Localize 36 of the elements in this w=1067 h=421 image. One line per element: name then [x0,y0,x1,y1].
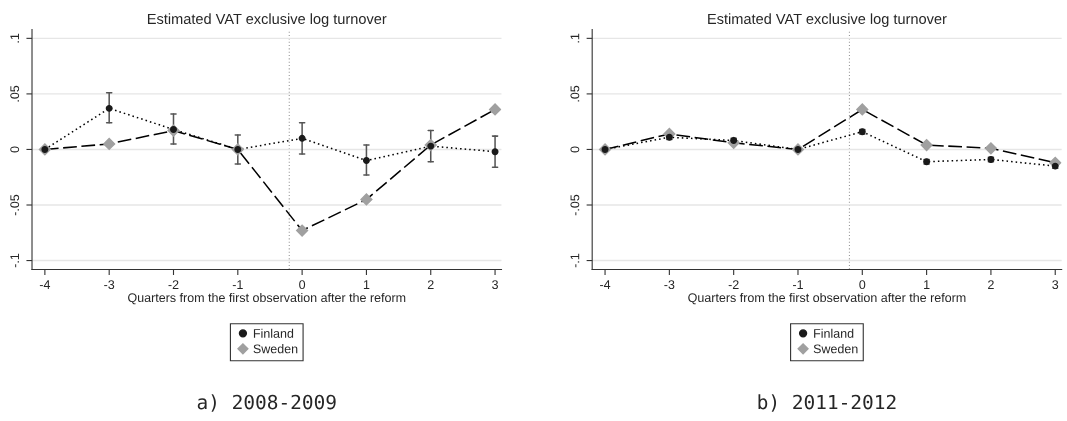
x-tick-label: -3 [104,280,115,290]
x-tick-label: 0 [859,280,866,290]
x-axis-title: Quarters from the first observation after the reform [128,292,406,305]
x-tick-label: -1 [792,280,803,289]
x-tick-label: 1 [363,280,370,289]
x-tick-label: 2 [988,280,994,289]
chart-title: Estimated VAT exclusive log turnover [147,13,387,27]
x-tick-label: 1 [924,280,930,289]
y-tick-label: -.1 [570,253,580,268]
y-tick-label: 0 [10,146,20,153]
x-tick-label: -2 [728,280,739,289]
x-tick-label: -4 [39,280,51,289]
y-tick-label: .05 [10,85,20,102]
x-tick-label: 0 [299,280,306,290]
y-tick-label: .05 [570,85,580,102]
y-tick-label: 0 [570,146,580,153]
legend-label: Sweden [253,344,298,354]
x-tick-label: -1 [232,280,243,289]
text: a) 2008-2009 [197,394,336,412]
x-tick-label: -2 [168,280,179,289]
y-tick-label: -.05 [570,194,580,216]
y-tick-label: -.05 [10,194,20,216]
x-tick-label: -3 [664,280,675,290]
y-tick-label: .1 [10,33,19,43]
y-tick-label: .1 [570,33,580,43]
text: b) 2011-2012 [758,394,896,412]
x-tick-label: 3 [492,280,498,290]
y-tick-label: -.1 [10,253,19,268]
legend-label: Finland [814,328,854,338]
x-tick-label: 2 [427,280,434,289]
x-axis-title: Quarters from the first observation after the reform [688,292,966,305]
chart-title: Estimated VAT exclusive log turnover [708,13,947,27]
x-tick-label: -4 [600,280,611,289]
legend-label: Sweden [813,344,858,354]
legend-label: Finland [253,328,294,338]
x-tick-label: 3 [1052,280,1059,290]
